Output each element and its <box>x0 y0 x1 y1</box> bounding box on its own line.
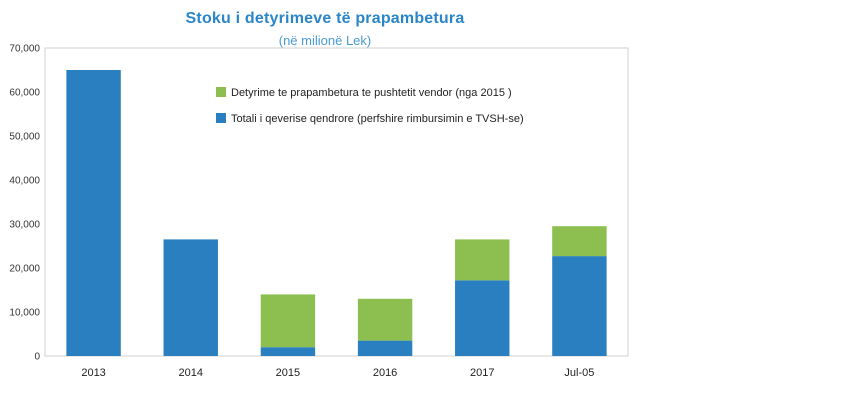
legend-label: Totali i qeverise qendrore (perfshire ri… <box>231 113 524 125</box>
y-tick-label: 40,000 <box>9 176 40 187</box>
x-tick-label: Jul-05 <box>564 367 594 379</box>
chart-subtitle: (në milionë Lek) <box>278 33 372 48</box>
x-tick-label: 2017 <box>470 367 494 379</box>
bar-local-government <box>260 294 316 348</box>
x-tick-label: 2014 <box>179 367 203 379</box>
bar-central-government <box>357 340 413 356</box>
bar-central-government <box>455 280 510 356</box>
y-tick-label: 30,000 <box>9 220 40 231</box>
y-tick-label: 70,000 <box>9 44 40 55</box>
bar-central-government <box>260 347 316 356</box>
bar-central-government <box>163 239 218 356</box>
y-tick-label: 50,000 <box>9 132 40 143</box>
bars <box>66 70 607 356</box>
legend-label: Detyrime te prapambetura te pushtetit ve… <box>231 87 512 99</box>
bar-central-government <box>66 70 121 356</box>
axes: 0 10,000 20,000 30,000 40,000 50,000 60,000 70,… <box>9 44 629 379</box>
bar-local-government <box>455 239 510 281</box>
chart-title: Stoku i detyrimeve të prapambetura <box>185 10 465 27</box>
plot-area <box>44 47 629 357</box>
y-tick-label: 10,000 <box>9 308 40 319</box>
y-tick-label: 0 <box>34 352 40 363</box>
bar-central-government <box>552 256 607 356</box>
bar-local-government <box>357 298 413 341</box>
legend-swatch <box>216 87 226 97</box>
x-tick-label: 2016 <box>373 367 397 379</box>
y-tick-label: 20,000 <box>9 264 40 275</box>
y-tick-label: 60,000 <box>9 88 40 99</box>
legend: Detyrime te prapambetura te pushtetit ve… <box>216 87 524 125</box>
x-tick-label: 2015 <box>276 367 300 379</box>
bar-local-government <box>552 226 607 257</box>
x-tick-label: 2013 <box>81 367 105 379</box>
legend-swatch <box>216 113 226 123</box>
